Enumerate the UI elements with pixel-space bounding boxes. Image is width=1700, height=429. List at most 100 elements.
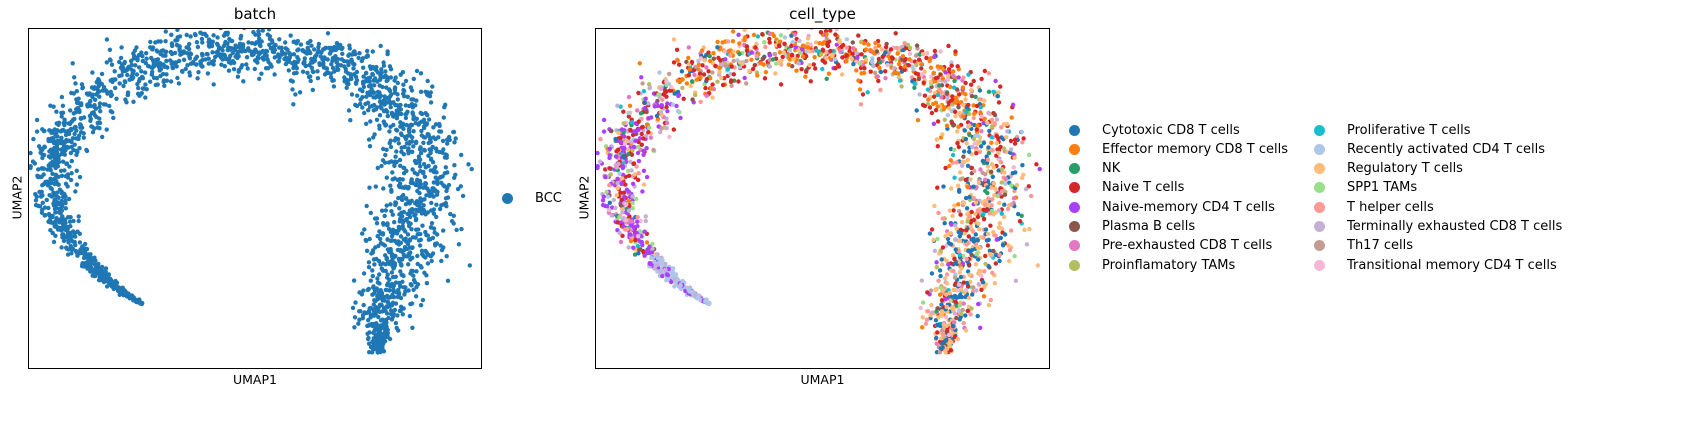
scatter-point xyxy=(704,93,709,98)
scatter-point xyxy=(611,197,616,203)
scatter-point xyxy=(393,320,399,326)
scatter-point xyxy=(334,67,340,72)
scatter-point xyxy=(622,182,628,187)
scatter-point xyxy=(444,155,449,160)
scatter-point xyxy=(618,190,623,195)
scatter-point xyxy=(389,92,394,97)
scatter-point xyxy=(372,309,377,314)
scatter-point xyxy=(103,273,108,278)
scatter-point xyxy=(419,128,424,134)
scatter-point xyxy=(404,141,410,146)
scatter-point xyxy=(440,138,446,144)
scatter-point xyxy=(626,110,631,116)
scatter-point xyxy=(706,50,711,55)
scatter-point xyxy=(74,148,79,154)
scatter-point xyxy=(130,71,135,76)
scatter-point xyxy=(33,198,39,203)
scatter-point xyxy=(971,136,977,142)
scatter-point xyxy=(898,65,903,71)
scatter-point xyxy=(122,59,128,65)
legend-marker xyxy=(1069,259,1080,271)
scatter-point xyxy=(399,132,404,138)
scatter-point xyxy=(91,110,96,115)
scatter-point xyxy=(787,48,793,53)
scatter-point xyxy=(958,177,963,182)
scatter-point xyxy=(453,136,458,141)
scatter-point xyxy=(618,135,623,141)
legend-item: Th17 cells xyxy=(1314,236,1413,256)
scatter-point xyxy=(672,91,677,96)
scatter-point xyxy=(698,75,703,80)
scatter-point xyxy=(952,109,958,115)
scatter-point xyxy=(62,219,67,224)
scatter-point xyxy=(401,209,407,215)
scatter-point xyxy=(1010,102,1016,108)
legend-label: Effector memory CD8 T cells xyxy=(1102,141,1288,157)
scatter-point xyxy=(437,121,442,127)
scatter-point xyxy=(139,301,144,306)
scatter-point xyxy=(941,184,946,189)
scatter-point xyxy=(377,95,382,100)
scatter-point xyxy=(985,231,991,237)
scatter-point xyxy=(937,268,943,273)
scatter-point xyxy=(912,85,917,90)
scatter-point xyxy=(985,185,990,190)
scatter-point xyxy=(195,44,201,50)
scatter-point xyxy=(403,103,408,108)
scatter-point xyxy=(54,121,59,126)
scatter-point xyxy=(302,59,307,65)
legend-label: Pre-exhausted CD8 T cells xyxy=(1102,238,1273,254)
scatter-point xyxy=(40,153,45,158)
scatter-point xyxy=(925,51,930,56)
scatter-point xyxy=(965,157,970,163)
scatter-point xyxy=(609,205,615,210)
scatter-point xyxy=(324,66,329,71)
scatter-point xyxy=(400,312,405,317)
scatter-point xyxy=(445,141,450,146)
scatter-point xyxy=(411,273,416,278)
scatter-point xyxy=(729,78,734,83)
scatter-point xyxy=(951,73,956,78)
scatter-point xyxy=(984,207,990,212)
scatter-point xyxy=(1020,163,1025,168)
scatter-point xyxy=(412,280,418,285)
scatter-point xyxy=(321,47,326,52)
scatter-point xyxy=(282,56,287,62)
scatter-point xyxy=(989,203,994,208)
scatter-point xyxy=(1024,242,1030,247)
scatter-point xyxy=(947,290,952,296)
scatter-point xyxy=(1020,140,1025,145)
scatter-point xyxy=(951,85,957,90)
scatter-point xyxy=(715,79,720,84)
scatter-point xyxy=(970,144,975,150)
scatter-point xyxy=(411,114,416,119)
scatter-point xyxy=(107,103,112,109)
scatter-point xyxy=(428,168,433,173)
scatter-point xyxy=(257,36,262,41)
scatter-point xyxy=(56,218,62,223)
scatter-point xyxy=(83,241,88,247)
scatter-point xyxy=(968,312,973,317)
scatter-point xyxy=(607,153,612,158)
scatter-point xyxy=(392,85,398,90)
scatter-point xyxy=(418,145,423,150)
scatter-point xyxy=(975,208,980,213)
scatter-point xyxy=(395,80,400,86)
scatter-point xyxy=(607,166,612,171)
scatter-point xyxy=(338,63,344,68)
scatter-point xyxy=(298,42,304,47)
scatter-point xyxy=(435,232,440,237)
scatter-point xyxy=(944,243,949,249)
scatter-point xyxy=(930,310,935,315)
scatter-point xyxy=(828,48,833,54)
scatter-point xyxy=(72,75,77,80)
scatter-point xyxy=(258,43,263,49)
scatter-point xyxy=(229,38,235,44)
scatter-point xyxy=(404,111,409,116)
scatter-point xyxy=(302,56,307,61)
scatter-point xyxy=(958,274,964,280)
scatter-point xyxy=(665,277,670,283)
scatter-point xyxy=(859,52,864,57)
scatter-point xyxy=(947,106,952,111)
scatter-point xyxy=(454,227,459,233)
